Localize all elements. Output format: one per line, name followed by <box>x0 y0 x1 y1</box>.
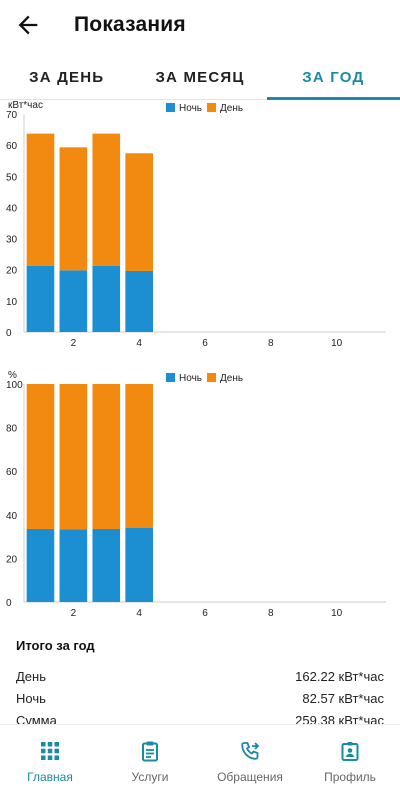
x-tick-label: 10 <box>331 608 343 619</box>
summary-value: 82.57 кВт*час <box>302 690 384 706</box>
page-title: Показания <box>74 13 186 36</box>
legend-swatch <box>207 373 216 382</box>
y-tick-label: 50 <box>6 172 18 183</box>
legend-label: День <box>220 103 243 114</box>
summary-row-total: Сумма 259.38 кВт*час <box>16 709 384 731</box>
y-tick-label: 100 <box>6 380 23 391</box>
unit-label: % <box>8 370 17 381</box>
y-tick-label: 0 <box>6 598 12 609</box>
summary-value: 259.38 кВт*час <box>295 712 384 728</box>
y-tick-label: 60 <box>6 141 18 152</box>
nav-label: Профиль <box>324 770 376 784</box>
back-arrow-icon[interactable] <box>14 11 42 39</box>
energy-chart-svg: кВт*час Ночь День 0 10 20 30 40 50 60 70 2 4 6 8 10 <box>6 100 386 349</box>
x-tick-label: 2 <box>71 338 77 349</box>
period-tabs: ЗА ДЕНЬ ЗА МЕСЯЦ ЗА ГОД <box>0 56 400 100</box>
bar-day <box>26 384 55 529</box>
year-summary: Итого за год День 162.22 кВт*час Ночь 82… <box>16 638 384 731</box>
x-tick-label: 6 <box>202 338 208 349</box>
nav-label: Обращения <box>217 770 283 784</box>
summary-label: День <box>16 668 46 684</box>
bottom-navigation: Главная Услуги Обращения Профиль <box>0 724 400 800</box>
bar-day <box>26 133 55 266</box>
bar-night <box>26 528 55 602</box>
nav-profile[interactable]: Профиль <box>300 725 400 800</box>
y-tick-label: 0 <box>6 328 12 339</box>
y-tick-label: 30 <box>6 235 18 246</box>
legend-swatch <box>207 103 216 112</box>
y-tick-label: 70 <box>6 110 18 121</box>
x-tick-label: 8 <box>268 338 274 349</box>
phone-forward-icon <box>241 742 260 760</box>
bar-day <box>125 153 154 271</box>
y-tick-label: 40 <box>6 203 18 214</box>
y-tick-label: 40 <box>6 511 18 522</box>
bar-night <box>125 527 154 602</box>
legend-label: Ночь <box>179 103 202 114</box>
x-tick-label: 4 <box>136 338 142 349</box>
x-tick-label: 10 <box>331 338 343 349</box>
percent-chart-svg: % Ночь День 0 20 40 60 80 100 2 4 6 8 10 <box>6 370 386 619</box>
bar-night <box>59 270 88 332</box>
nav-services[interactable]: Услуги <box>100 725 200 800</box>
summary-title: Итого за год <box>16 638 95 653</box>
bar-night <box>92 265 121 332</box>
percent-chart: % Ночь День 0 20 40 60 80 100 2 4 6 8 10 <box>0 370 400 625</box>
summary-label: Ночь <box>16 690 46 706</box>
bar-day <box>92 133 121 266</box>
y-tick-label: 80 <box>6 424 18 435</box>
bar-day <box>59 384 88 530</box>
summary-row-day: День 162.22 кВт*час <box>16 665 384 687</box>
bar-day <box>125 384 154 528</box>
y-tick-label: 10 <box>6 297 18 308</box>
unit-label: кВт*час <box>8 100 43 111</box>
bar-day <box>59 147 88 271</box>
nav-label: Главная <box>27 770 73 784</box>
legend-label: Ночь <box>179 373 202 384</box>
legend-label: День <box>220 373 243 384</box>
summary-row-night: Ночь 82.57 кВт*час <box>16 687 384 709</box>
app-bar: Показания <box>0 0 400 52</box>
bar-night <box>59 529 88 602</box>
bar-night <box>26 265 55 332</box>
bar-night <box>125 270 154 332</box>
grid-icon <box>41 742 59 760</box>
tab-day[interactable]: ЗА ДЕНЬ <box>29 69 105 86</box>
y-tick-label: 60 <box>6 467 18 478</box>
tab-month[interactable]: ЗА МЕСЯЦ <box>155 69 245 86</box>
y-tick-label: 20 <box>6 266 18 277</box>
legend-swatch <box>166 373 175 382</box>
badge-icon <box>341 742 359 761</box>
summary-label: Сумма <box>16 712 57 728</box>
x-tick-label: 4 <box>136 608 142 619</box>
x-tick-label: 8 <box>268 608 274 619</box>
energy-chart: кВт*час Ночь День 0 10 20 30 40 50 60 70 2 4 6 8 10 <box>0 100 400 355</box>
x-tick-label: 6 <box>202 608 208 619</box>
summary-value: 162.22 кВт*час <box>295 668 384 684</box>
tab-year[interactable]: ЗА ГОД <box>266 56 400 100</box>
nav-label: Услуги <box>131 770 169 784</box>
clipboard-icon <box>142 741 158 762</box>
x-tick-label: 2 <box>71 608 77 619</box>
legend-swatch <box>166 103 175 112</box>
y-tick-label: 20 <box>6 554 18 565</box>
bar-night <box>92 528 121 602</box>
bar-day <box>92 384 121 529</box>
nav-home[interactable]: Главная <box>0 725 100 800</box>
nav-requests[interactable]: Обращения <box>200 725 300 800</box>
